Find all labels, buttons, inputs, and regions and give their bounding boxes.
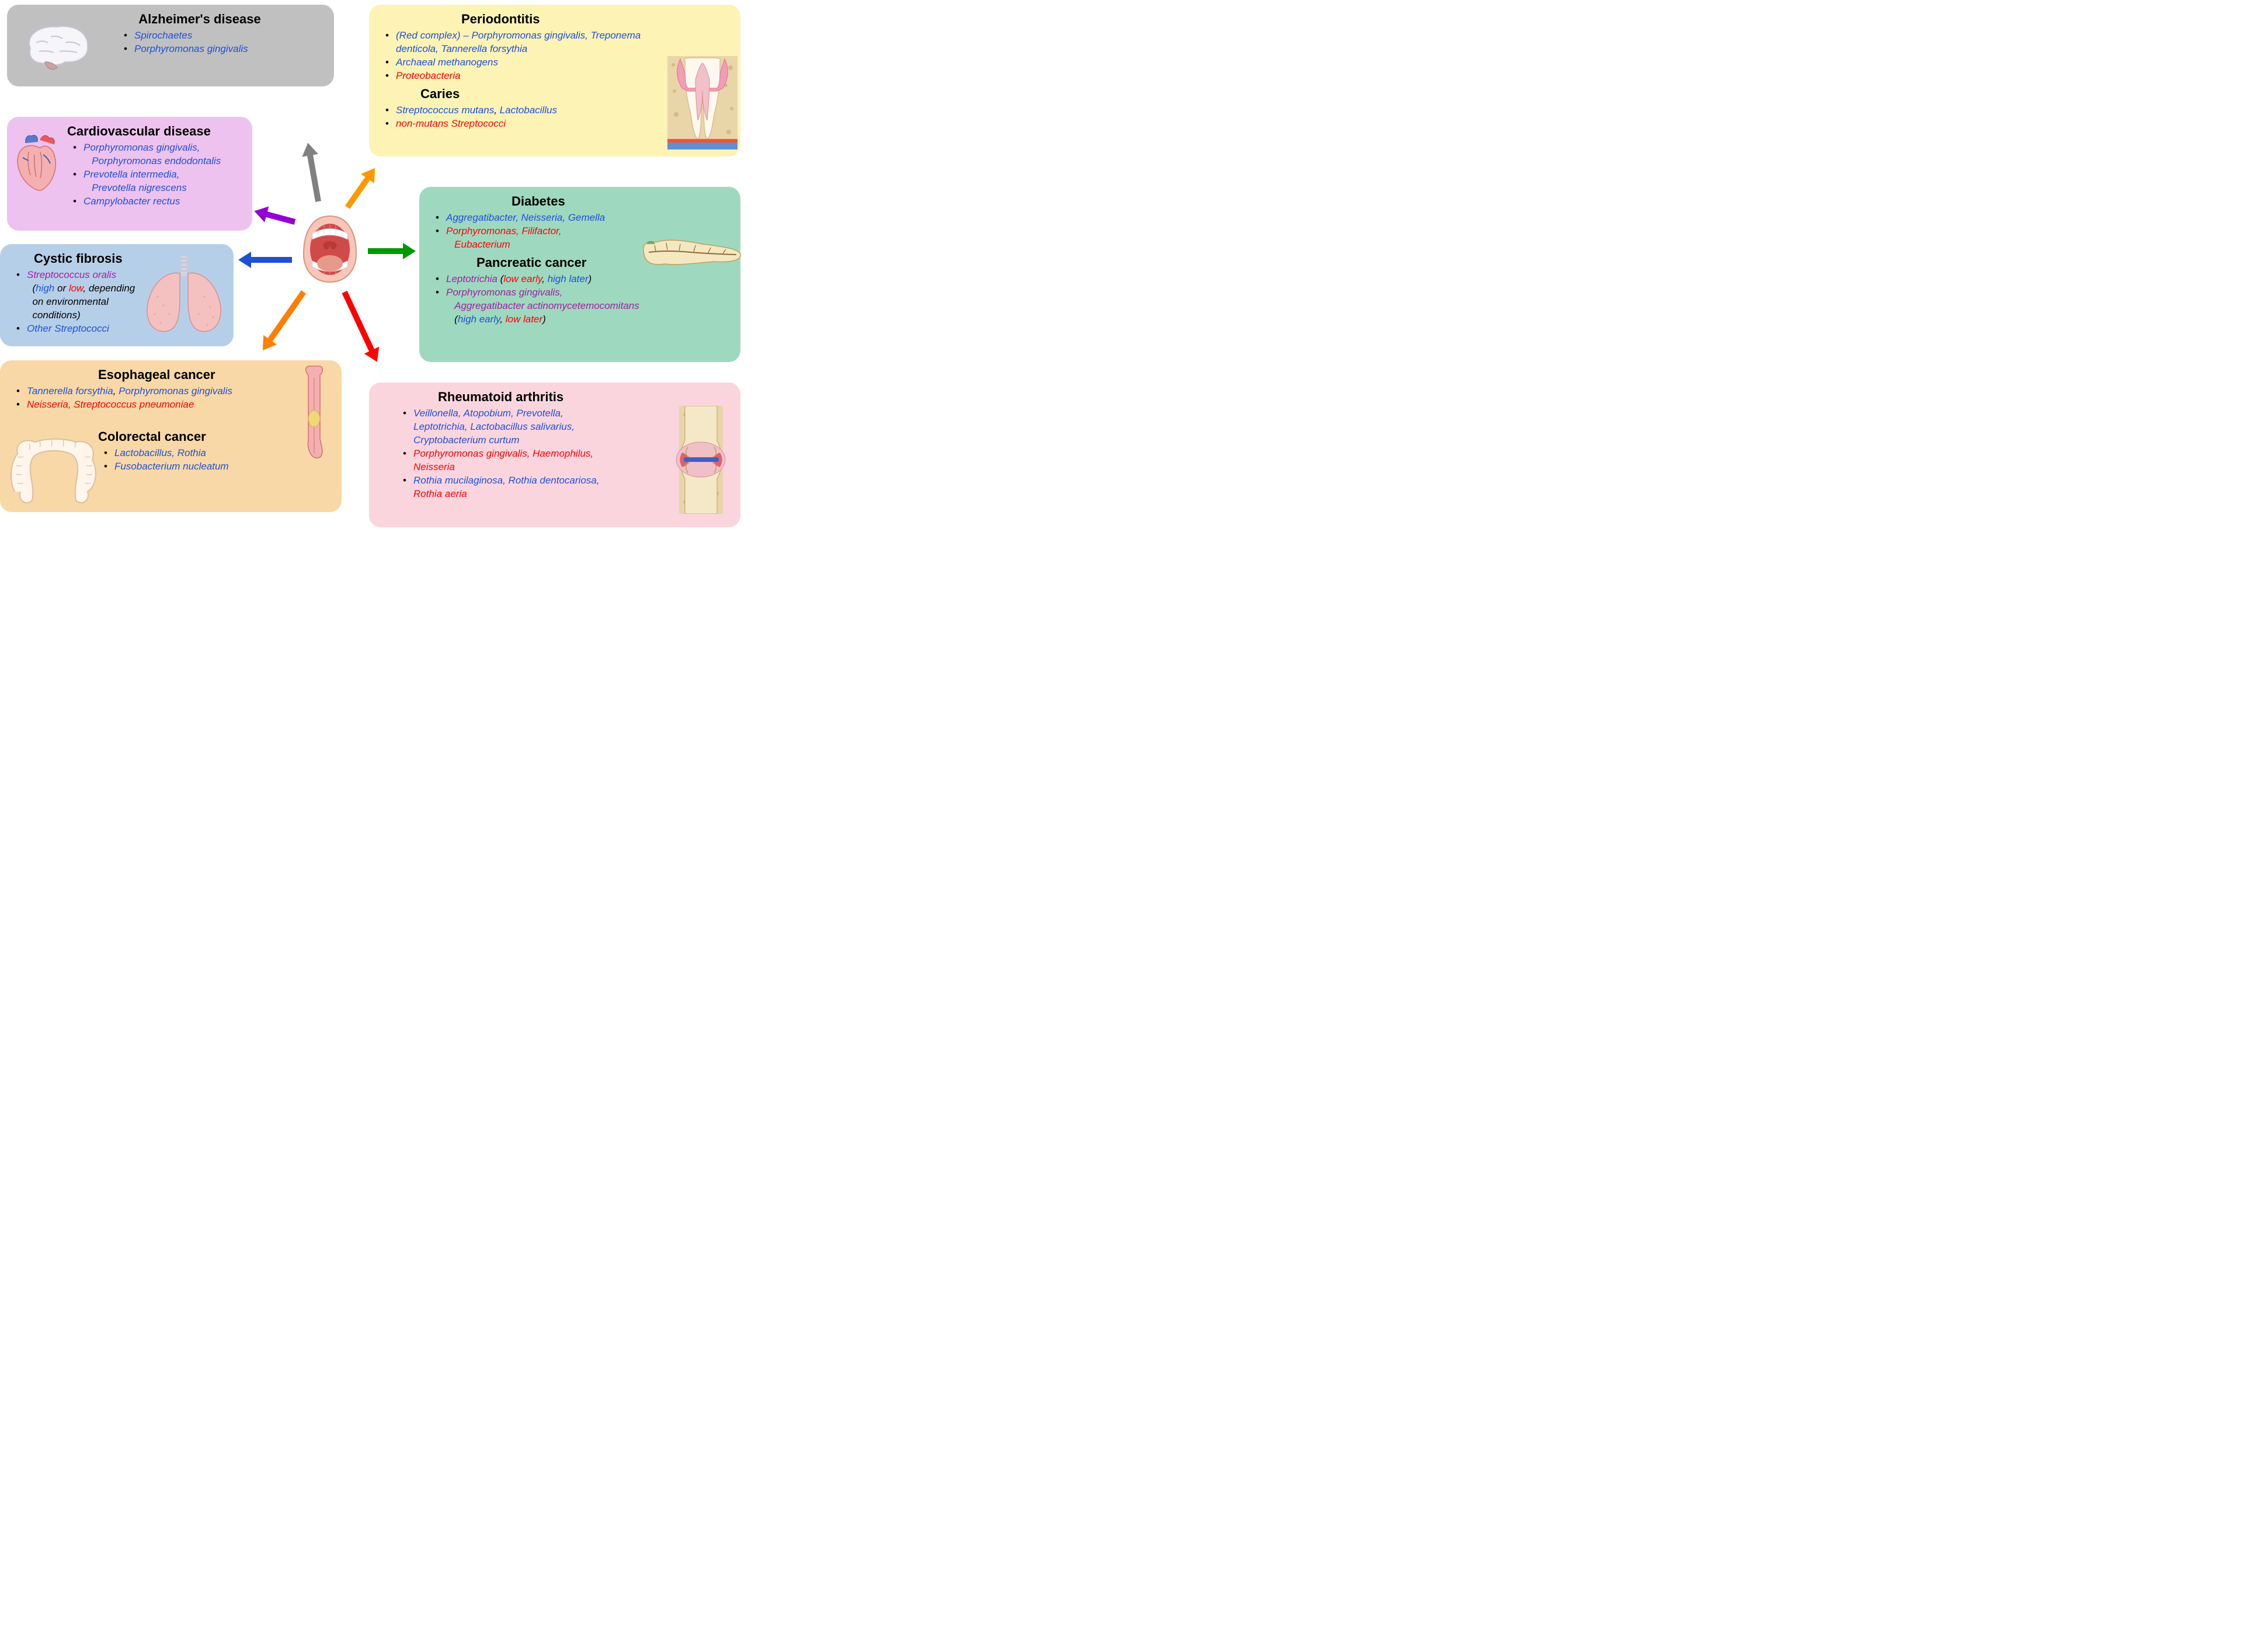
list-item: Neisseria, Streptococcus pneumoniae bbox=[11, 398, 331, 412]
card-title: Rheumatoid arthritis bbox=[380, 390, 730, 405]
list-item: Other Streptococci bbox=[11, 322, 142, 336]
list-item: Leptotrichia (low early, high later) bbox=[430, 273, 730, 286]
item-list: Streptococcus mutans, Lactobacillusnon-m… bbox=[380, 104, 730, 131]
list-item: Porphyromonas gingivalis, Haemophilus,Ne… bbox=[397, 447, 666, 474]
heart-icon bbox=[8, 131, 64, 199]
item-list: (Red complex) – Porphyromonas gingivalis… bbox=[380, 29, 660, 83]
card-cardiovascular: Cardiovascular disease Porphyromonas gin… bbox=[7, 117, 252, 231]
item-list: Veillonella, Atopobium, Prevotella,Lepto… bbox=[380, 407, 666, 501]
item-list: Streptococcus oralis (high or low, depen… bbox=[11, 269, 142, 336]
card-alzheimers: Alzheimer's disease SpirochaetesPorphyro… bbox=[7, 5, 334, 86]
item-list: SpirochaetesPorphyromonas gingivalis bbox=[18, 29, 323, 56]
list-item: Rothia mucilaginosa, Rothia dentocariosa… bbox=[397, 474, 666, 501]
joint-icon bbox=[667, 406, 735, 517]
list-item: Lactobacillus, Rothia bbox=[98, 447, 331, 460]
list-item: Veillonella, Atopobium, Prevotella,Lepto… bbox=[397, 407, 666, 447]
card-rheumatoid-arthritis: Rheumatoid arthritis Veillonella, Atopob… bbox=[369, 382, 740, 527]
card-title: Diabetes bbox=[430, 194, 730, 209]
card-periodontitis: Periodontitis (Red complex) – Porphyromo… bbox=[369, 5, 740, 157]
card-diabetes: Diabetes Aggregatibacter, Neisseria, Gem… bbox=[419, 187, 740, 362]
card-title: Esophageal cancer bbox=[11, 367, 331, 382]
colon-icon bbox=[6, 433, 102, 512]
list-item: Spirochaetes bbox=[18, 29, 323, 43]
list-item: Aggregatibacter, Neisseria, Gemella bbox=[430, 211, 730, 225]
list-item: Fusobacterium nucleatum bbox=[98, 460, 331, 474]
card-gi-cancers: Esophageal cancer Tannerella forsythia, … bbox=[0, 360, 342, 512]
list-item: Porphyromonas gingivalis, Porphyromonas … bbox=[67, 141, 242, 168]
list-item: non-mutans Streptococci bbox=[380, 117, 730, 131]
list-item: Porphyromonas gingivalis bbox=[18, 43, 323, 56]
list-item: Campylobacter rectus bbox=[67, 195, 242, 208]
list-item: Porphyromonas, Filifactor, Eubacterium bbox=[430, 225, 730, 252]
item-list: Tannerella forsythia, Porphyromonas ging… bbox=[11, 385, 331, 412]
list-item: Archaeal methanogens bbox=[380, 56, 660, 69]
card-title: Periodontitis bbox=[380, 12, 730, 27]
mouth-icon bbox=[301, 213, 359, 283]
list-item: Porphyromonas gingivalis, Aggregatibacte… bbox=[430, 286, 730, 326]
item-list: Leptotrichia (low early, high later)Porp… bbox=[430, 273, 730, 326]
list-item: Streptococcus oralis (high or low, depen… bbox=[11, 269, 142, 322]
list-item: (Red complex) – Porphyromonas gingivalis… bbox=[380, 29, 660, 56]
list-item: Tannerella forsythia, Porphyromonas ging… bbox=[11, 385, 331, 398]
list-item: Prevotella intermedia, Prevotella nigres… bbox=[67, 168, 242, 195]
lungs-icon bbox=[140, 256, 228, 340]
list-item: Streptococcus mutans, Lactobacillus bbox=[380, 104, 730, 117]
list-item: Proteobacteria bbox=[380, 69, 660, 83]
item-list: Aggregatibacter, Neisseria, GemellaPorph… bbox=[430, 211, 730, 252]
card-cystic-fibrosis: Cystic fibrosis Streptococcus oralis (hi… bbox=[0, 244, 234, 346]
